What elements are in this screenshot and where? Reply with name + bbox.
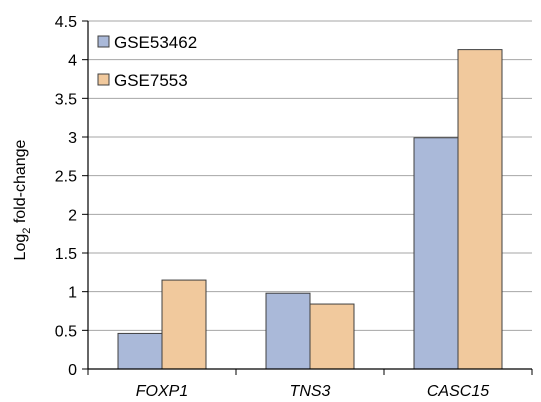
x-category-label: FOXP1: [136, 383, 188, 400]
legend-swatch: [97, 35, 110, 48]
x-category-labels: FOXP1 TNS3 CASC15: [136, 383, 489, 400]
y-tick-label: 3.5: [55, 91, 77, 108]
y-tick-label: 2: [68, 207, 77, 224]
bar: [457, 49, 503, 370]
y-axis-label: Log2 fold-change: [12, 139, 33, 260]
y-tick-labels: 0 0.5 1 1.5 2 2.5 3 3.5 4 4.5: [55, 14, 77, 379]
legend-label: GSE53462: [114, 33, 197, 52]
bar: [309, 303, 355, 370]
legend: GSE53462 GSE7553: [97, 33, 197, 90]
y-tick-label: 1: [68, 285, 77, 302]
y-tick-label: 3: [68, 130, 77, 147]
bar: [413, 137, 459, 370]
y-tick-label: 0.5: [55, 323, 77, 340]
legend-label: GSE7553: [114, 71, 188, 90]
y-tick-label: 0: [68, 362, 77, 379]
y-axis-label-rest: fold-change: [12, 139, 29, 227]
y-axis-label-subscript: 2: [21, 228, 33, 234]
x-category-label: CASC15: [427, 383, 489, 400]
axes: [82, 20, 533, 375]
bar: [265, 292, 311, 370]
y-tick-label: 1.5: [55, 246, 77, 263]
y-tick-label: 4: [68, 53, 77, 70]
x-category-label: TNS3: [290, 383, 331, 400]
legend-swatch: [97, 73, 110, 86]
bars: [117, 49, 503, 370]
y-axis-label-main: Log: [12, 234, 29, 261]
bar: [161, 279, 207, 370]
y-tick-label: 2.5: [55, 169, 77, 186]
y-tick-label: 4.5: [55, 14, 77, 31]
bar: [117, 332, 163, 370]
